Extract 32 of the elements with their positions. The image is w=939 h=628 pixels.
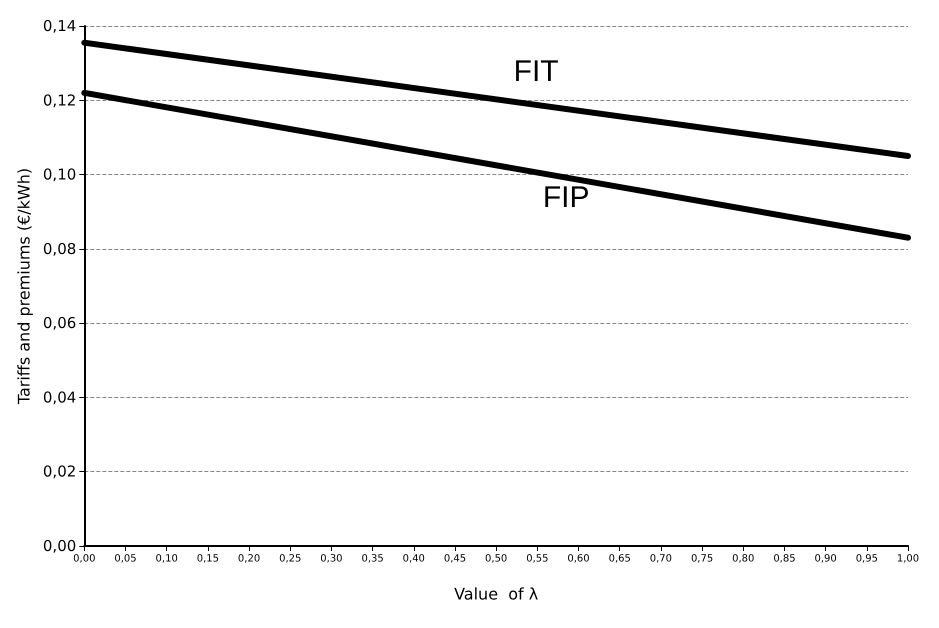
x-tick-label: 0,85 xyxy=(773,554,796,564)
x-tick-label: 0,30 xyxy=(320,554,343,564)
x-tick-label: 0,40 xyxy=(402,554,425,564)
x-tick-label: 0,60 xyxy=(567,554,590,564)
y-tick-label: 0,14 xyxy=(42,17,76,35)
x-tick-label: 0,70 xyxy=(650,554,672,564)
x-tick-label: 0,10 xyxy=(156,554,178,564)
y-tick-label: 0,08 xyxy=(42,240,76,258)
x-tick-label: 0,45 xyxy=(444,554,466,564)
y-tick-label: 0,02 xyxy=(42,462,76,481)
x-tick-label: 0,05 xyxy=(114,554,137,564)
x-tick-label: 0,95 xyxy=(856,554,878,564)
x-tick-label: 0,80 xyxy=(732,554,754,564)
x-tick-label: 0,55 xyxy=(526,554,548,564)
x-axis-title: Value of λ xyxy=(454,584,538,604)
y-tick-label: 0,06 xyxy=(42,314,76,332)
x-tick-label: 0,15 xyxy=(196,554,219,564)
x-tick-label: 0,75 xyxy=(690,554,714,564)
x-tick-label: 0,50 xyxy=(485,554,508,564)
x-tick-label: 0,90 xyxy=(814,554,837,564)
y-tick-label: 0,12 xyxy=(42,91,76,110)
x-tick-label: 0,20 xyxy=(238,554,260,564)
y-tick-label: 0,04 xyxy=(42,388,76,406)
x-tick-label: 0,35 xyxy=(361,554,384,564)
y-tick-label: 0,10 xyxy=(42,166,76,184)
x-tick-label: 0,65 xyxy=(608,554,631,564)
y-axis-title: Tariffs and premiums (€/kWh) xyxy=(14,168,34,406)
series-label: FIT xyxy=(514,54,559,88)
x-tick-label: 0,00 xyxy=(73,554,96,564)
x-tick-label: 0,25 xyxy=(279,554,302,564)
x-tick-label: 1,00 xyxy=(896,554,920,564)
series-label: FIP xyxy=(542,180,590,214)
